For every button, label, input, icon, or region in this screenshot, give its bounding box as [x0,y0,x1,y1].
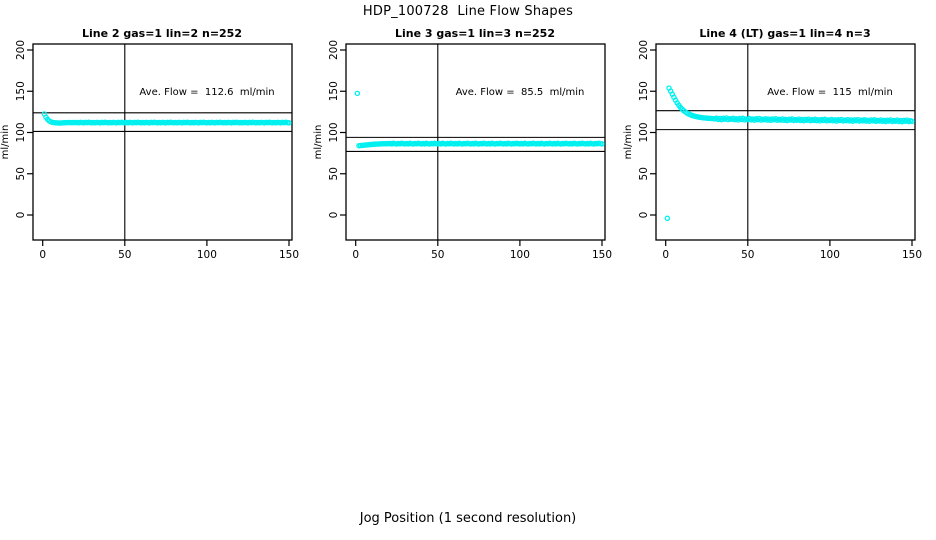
panel-title: Line 2 gas=1 lin=2 n=252 [82,27,242,40]
y-tick-label: 150 [638,81,650,101]
data-point [354,90,361,97]
y-tick-label: 100 [15,122,27,142]
y-axis-label: ml/min [0,125,11,160]
y-tick-label: 0 [15,212,27,219]
plot-box [655,43,916,241]
data-point [909,118,915,125]
data-point [664,215,671,222]
y-tick-label: 200 [15,40,27,60]
y-axis-label: ml/min [623,125,634,160]
x-axis-title: Jog Position (1 second resolution) [359,511,577,526]
y-tick-label: 50 [15,167,27,180]
x-tick-label: 150 [902,249,922,261]
ave-flow-annotation: Ave. Flow = 85.5 ml/min [456,87,585,98]
x-tick-label: 50 [741,249,754,261]
x-tick-label: 0 [39,249,46,261]
x-tick-label: 100 [197,249,217,261]
y-tick-label: 0 [638,212,650,219]
x-tick-label: 150 [592,249,612,261]
x-tick-label: 50 [118,249,131,261]
data-point [599,141,605,147]
ave-flow-annotation: Ave. Flow = 115 ml/min [767,87,893,98]
y-tick-label: 0 [328,212,340,219]
panel-title: Line 4 (LT) gas=1 lin=4 n=3 [699,27,870,40]
ave-flow-annotation: Ave. Flow = 112.6 ml/min [139,87,274,98]
y-tick-label: 200 [638,40,650,60]
y-axis-label: ml/min [313,125,324,160]
main-title: HDP_100728 Line Flow Shapes [362,4,574,19]
chart-panel: 0 50 100 150 200 0 50 100 150 ml/min Line 2 gas=1 … [0,27,299,261]
x-tick-label: 100 [820,249,840,261]
y-tick-label: 100 [328,122,340,142]
x-tick-label: 150 [279,249,299,261]
panel-title: Line 3 gas=1 lin=3 n=252 [395,27,555,40]
x-tick-label: 50 [431,249,444,261]
data-point [286,120,292,126]
plot-box [345,43,606,241]
y-tick-label: 200 [328,40,340,60]
chart-panel: 0 50 100 150 200 0 50 100 150 ml/min Line 3 gas=1 … [313,27,612,261]
y-tick-label: 50 [328,167,340,180]
x-tick-label: 100 [510,249,530,261]
y-tick-label: 100 [638,122,650,142]
x-tick-label: 0 [662,249,669,261]
x-tick-label: 0 [352,249,359,261]
y-tick-label: 50 [638,167,650,180]
chart-panel: 0 50 100 150 200 0 50 100 150 ml/min Line 4 (LT) g… [623,27,922,261]
y-tick-label: 150 [328,81,340,101]
plot-box [32,43,293,241]
y-tick-label: 150 [15,81,27,101]
chart-panels: 0 50 100 150 200 0 50 100 150 ml/min Line 2 gas=1 … [0,27,922,261]
